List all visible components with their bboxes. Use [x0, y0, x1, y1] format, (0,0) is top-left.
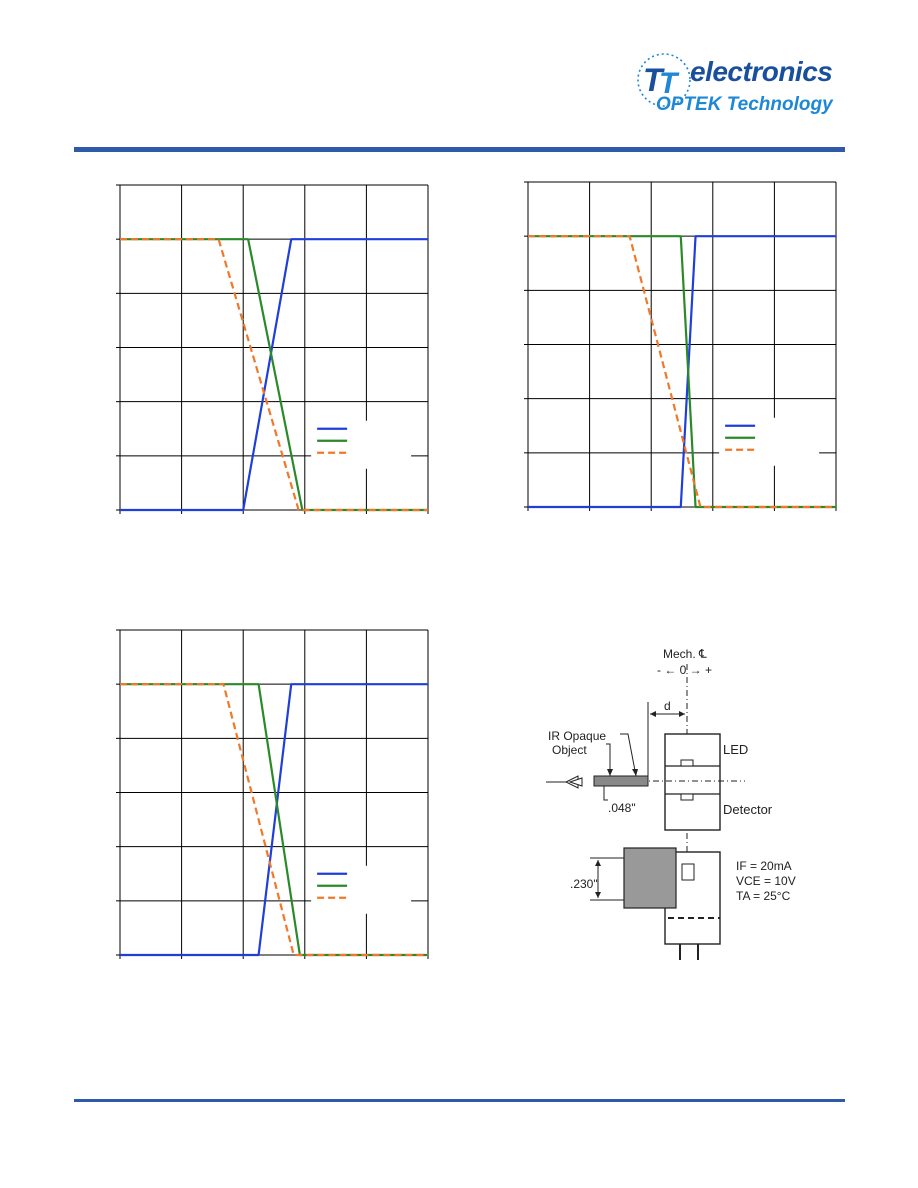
footer-rule — [74, 1099, 845, 1102]
test-setup-diagram: Mech. ℄ - ← 0 → + d LED Detector IR Opaq… — [540, 642, 840, 967]
chart-bottom-left — [112, 625, 438, 965]
series-line-3 — [528, 235, 836, 509]
chart-top-left — [112, 180, 438, 520]
brand-name: electronics — [690, 56, 833, 87]
condition-ta: TA = 25°C — [736, 889, 791, 903]
svg-text:T: T — [643, 62, 665, 98]
d-label: d — [664, 699, 671, 713]
height-label: .230" — [570, 877, 598, 891]
object-label-line1: IR Opaque — [548, 729, 606, 743]
series-line-3 — [120, 683, 428, 957]
mech-center-label: Mech. ℄ — [663, 647, 707, 661]
series-line-2 — [120, 238, 428, 512]
brand-subtitle: OPTEK Technology — [656, 94, 833, 115]
chart-svg — [116, 629, 429, 959]
series-line-1 — [120, 683, 428, 957]
series-line-3 — [120, 238, 428, 512]
led-label: LED — [723, 742, 748, 757]
thickness-label: .048" — [608, 801, 636, 815]
tt-logo-icon: T T — [637, 53, 691, 107]
ir-opaque-object — [593, 775, 649, 787]
header-rule — [74, 147, 845, 152]
object-label-line2: Object — [552, 743, 587, 757]
series-line-1 — [120, 238, 428, 512]
detector-icon — [680, 793, 694, 801]
detector-label: Detector — [723, 802, 773, 817]
led-icon — [680, 759, 694, 767]
company-logo: T T electronics OPTEK Technology — [630, 50, 845, 124]
condition-vce: VCE = 10V — [736, 874, 796, 888]
chart-svg — [524, 181, 837, 511]
axis-label: - ← 0 → + — [657, 663, 712, 677]
opaque-object-side-view — [623, 847, 677, 909]
chart-svg — [116, 184, 429, 514]
chart-top-right — [520, 177, 846, 517]
svg-text:T: T — [659, 67, 680, 100]
condition-if: IF = 20mA — [736, 859, 792, 873]
sensor-housing — [664, 733, 721, 831]
